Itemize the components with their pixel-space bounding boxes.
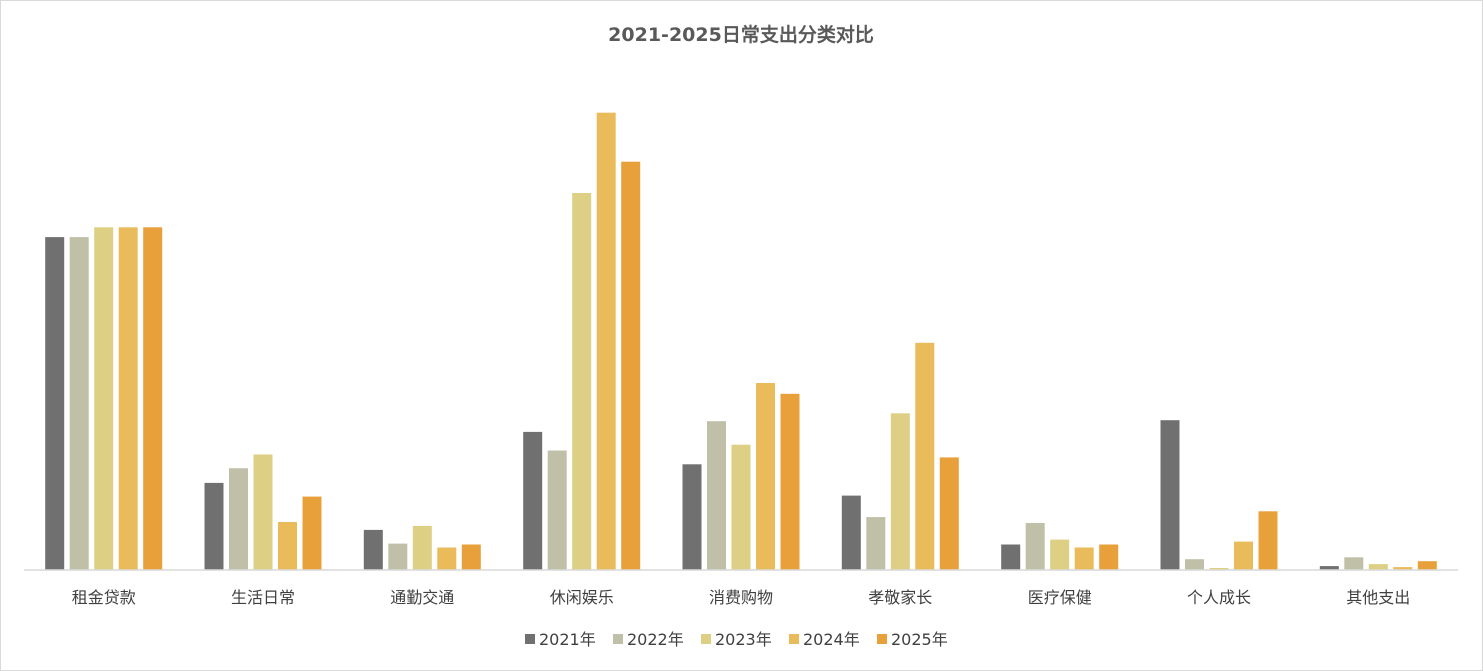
bar bbox=[1368, 564, 1388, 570]
bar bbox=[1050, 539, 1070, 570]
bar bbox=[890, 413, 910, 570]
bar bbox=[437, 547, 457, 570]
legend-label: 2022年 bbox=[627, 630, 684, 649]
bar bbox=[523, 431, 543, 570]
bar bbox=[1209, 568, 1229, 570]
bars-group bbox=[45, 112, 1437, 571]
legend-swatch bbox=[701, 634, 711, 644]
bar bbox=[1344, 557, 1364, 570]
bar bbox=[363, 529, 383, 570]
bar bbox=[69, 237, 89, 570]
bar bbox=[780, 393, 800, 571]
bar bbox=[412, 525, 432, 570]
legend-swatch bbox=[613, 634, 623, 644]
bar bbox=[731, 444, 751, 570]
category-label: 生活日常 bbox=[231, 588, 295, 607]
legend-label: 2021年 bbox=[539, 630, 596, 649]
bar bbox=[866, 517, 886, 570]
legend-label: 2025年 bbox=[891, 630, 948, 649]
legend-swatch bbox=[789, 634, 799, 644]
category-label: 孝敬家长 bbox=[868, 588, 932, 607]
bar bbox=[707, 421, 726, 570]
bar bbox=[253, 454, 273, 570]
bar bbox=[143, 227, 163, 571]
bar bbox=[756, 383, 775, 570]
bar bbox=[94, 227, 114, 571]
bar bbox=[939, 457, 959, 570]
category-label: 医疗保健 bbox=[1028, 588, 1092, 607]
chart-title: 2021-2025日常支出分类对比 bbox=[608, 23, 874, 46]
bar bbox=[45, 237, 65, 570]
bar bbox=[915, 342, 935, 570]
category-label: 通勤交通 bbox=[390, 588, 454, 607]
bar bbox=[1160, 420, 1180, 570]
bar bbox=[1258, 511, 1278, 571]
category-label: 租金贷款 bbox=[72, 588, 136, 607]
category-label: 个人成长 bbox=[1187, 588, 1251, 607]
category-label: 休闲娱乐 bbox=[550, 588, 614, 607]
bar bbox=[388, 543, 408, 570]
bar bbox=[229, 468, 248, 570]
bar bbox=[1234, 541, 1253, 570]
bar bbox=[302, 496, 322, 570]
bar bbox=[682, 464, 702, 571]
bar bbox=[204, 482, 224, 570]
bar bbox=[621, 161, 641, 570]
legend-label: 2023年 bbox=[715, 630, 772, 649]
bar bbox=[1099, 544, 1119, 570]
category-label: 其他支出 bbox=[1346, 588, 1410, 607]
bar bbox=[1025, 523, 1045, 570]
legend-swatch bbox=[525, 634, 535, 644]
category-labels: 租金贷款 生活日常 通勤交通 休闲娱乐 消费购物 孝敬家长 医疗保健 个人成长 其他支出 bbox=[72, 588, 1411, 607]
bar bbox=[1319, 566, 1339, 570]
legend-label: 2024年 bbox=[803, 630, 860, 649]
bar bbox=[118, 227, 138, 571]
category-label: 消费购物 bbox=[709, 588, 773, 607]
bar bbox=[278, 522, 297, 570]
bar bbox=[547, 450, 567, 570]
bar bbox=[1074, 547, 1094, 570]
bar bbox=[841, 495, 861, 570]
bar bbox=[1417, 561, 1437, 570]
bar bbox=[572, 193, 592, 570]
bar bbox=[596, 112, 616, 570]
legend: 2021年 2022年 2023年 2024年 2025年 bbox=[525, 630, 948, 649]
bar bbox=[1185, 559, 1204, 570]
bar bbox=[1001, 544, 1021, 570]
bar bbox=[1393, 567, 1413, 570]
legend-swatch bbox=[877, 634, 887, 644]
bar bbox=[461, 544, 481, 570]
